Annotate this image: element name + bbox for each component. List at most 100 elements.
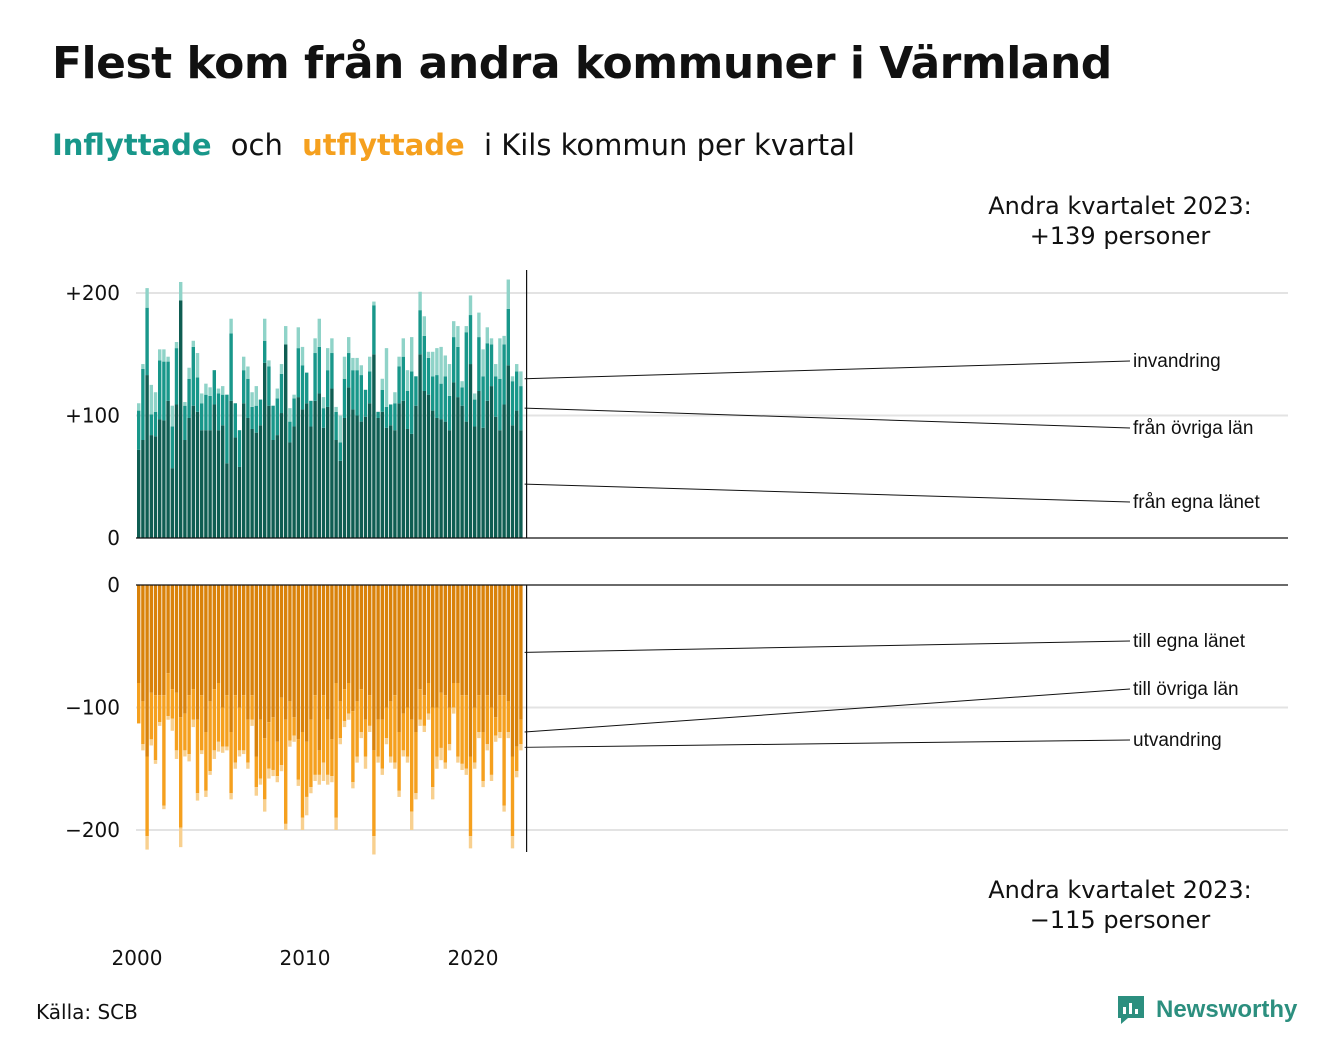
- outflow-bar-segment: [221, 585, 225, 708]
- chart-title: Flest kom från andra kommuner i Värmland: [52, 38, 1112, 89]
- outflow-bar-segment: [250, 585, 254, 696]
- inflow-bar-segment: [498, 430, 502, 538]
- outflow-bar-segment: [271, 717, 275, 770]
- outflow-bar-segment: [179, 585, 183, 718]
- outflow-bar-segment: [338, 585, 342, 702]
- inflow-bar-segment: [292, 394, 296, 399]
- inflow-bar-segment: [372, 354, 376, 538]
- inflow-bar-segment: [174, 348, 179, 405]
- outflow-bar-segment: [153, 585, 158, 696]
- outflow-bar-segment: [242, 585, 246, 696]
- top-annotation-line2: +139 personer: [1030, 222, 1211, 250]
- inflow-bar-segment: [426, 394, 431, 538]
- inflow-bar-segment: [468, 295, 473, 316]
- outflow-bar-segment: [481, 781, 485, 788]
- outflow-bar-segment: [510, 836, 515, 849]
- outflow-bar-segment: [330, 585, 334, 740]
- outflow-bar-segment: [288, 740, 292, 747]
- inflow-bar-segment: [191, 340, 195, 347]
- inflow-bar-segment: [477, 391, 481, 538]
- inflow-bar-segment: [254, 386, 258, 406]
- outflow-bar-segment: [158, 722, 162, 726]
- inflow-bar-segment: [334, 406, 338, 412]
- inflow-bar-segment: [393, 430, 397, 538]
- outflow-bar-segment: [485, 744, 489, 751]
- outflow-bar-segment: [267, 722, 271, 769]
- outflow-bar-segment: [191, 689, 195, 720]
- outflow-bar-segment: [506, 732, 510, 739]
- bottom-series-label: till egna länet: [1133, 631, 1246, 652]
- inflow-bar-segment: [334, 411, 338, 440]
- outflow-bar-segment: [279, 585, 284, 698]
- inflow-bar-segment: [330, 353, 334, 389]
- inflow-bar-segment: [200, 393, 204, 404]
- inflow-bar-segment: [380, 378, 384, 390]
- outflow-bar-segment: [242, 750, 246, 755]
- inflow-bar-segment: [439, 419, 443, 538]
- outflow-bar-segment: [271, 585, 275, 718]
- inflow-bar-segment: [216, 388, 221, 394]
- outflow-bar-segment: [153, 695, 158, 761]
- bottom-y-tick: −200: [65, 818, 120, 842]
- outflow-bar-segment: [170, 585, 174, 690]
- top-series-label: invandring: [1133, 351, 1221, 372]
- inflow-bar-segment: [250, 428, 254, 538]
- inflow-bar-segment: [179, 300, 183, 538]
- inflow-bar-segment: [405, 370, 410, 391]
- top-label-leader: [524, 360, 1131, 380]
- outflow-bar-segment: [431, 585, 435, 708]
- outflow-bar-segment: [229, 793, 233, 800]
- outflow-bar-segment: [347, 585, 351, 683]
- inflow-bar-segment: [401, 400, 405, 538]
- outflow-bar-segment: [456, 585, 460, 683]
- outflow-bar-segment: [229, 732, 233, 794]
- outflow-bar-segment: [183, 713, 187, 751]
- outflow-bar-segment: [313, 774, 317, 781]
- inflow-bar-segment: [166, 361, 170, 401]
- outflow-bar-segment: [489, 707, 494, 775]
- outflow-bar-segment: [439, 585, 443, 693]
- inflow-bar-segment: [460, 405, 464, 538]
- inflow-bar-segment: [292, 398, 296, 427]
- inflow-bar-segment: [195, 377, 200, 412]
- inflow-bar-segment: [162, 349, 166, 362]
- inflow-bar-segment: [271, 440, 275, 538]
- inflow-bar-segment: [183, 405, 187, 440]
- inflow-bar-segment: [397, 403, 401, 538]
- outflow-bar-segment: [447, 585, 452, 708]
- inflow-bar-segment: [431, 376, 435, 411]
- x-tick-label: 2020: [448, 946, 499, 970]
- inflow-bar-segment: [317, 318, 321, 347]
- inflow-bar-segment: [300, 365, 305, 410]
- inflow-bar-segment: [191, 405, 195, 538]
- outflow-bar-segment: [494, 717, 498, 736]
- bottom-annotation-line2: −115 personer: [1030, 906, 1211, 934]
- outflow-bar-segment: [145, 756, 149, 837]
- outflow-bar-segment: [380, 585, 384, 720]
- outflow-bar-segment: [368, 725, 372, 732]
- inflow-bar-segment: [376, 411, 380, 418]
- inflow-bar-segment: [481, 349, 485, 377]
- outflow-bar-segment: [149, 585, 153, 693]
- inflow-bar-segment: [204, 394, 208, 431]
- outflow-bar-segment: [288, 701, 292, 741]
- outflow-bar-segment: [510, 756, 515, 837]
- inflow-bar-segment: [334, 440, 338, 538]
- top-series-label: från övriga län: [1133, 418, 1253, 439]
- outflow-bar-segment: [447, 707, 452, 745]
- outflow-bar-segment: [460, 763, 464, 770]
- inflow-bar-segment: [498, 378, 502, 431]
- inflow-bar-segment: [384, 406, 389, 428]
- inflow-bar-segment: [321, 427, 326, 538]
- outflow-bar-segment: [477, 585, 481, 696]
- inflow-bar-segment: [431, 351, 435, 377]
- bottom-annotation-line1: Andra kvartalet 2023:: [988, 876, 1252, 904]
- inflow-bar-segment: [229, 400, 233, 538]
- inflow-bar-segment: [313, 400, 317, 538]
- top-y-tick: +100: [65, 404, 120, 428]
- inflow-bar-segment: [426, 357, 431, 395]
- inflow-bar-segment: [397, 366, 401, 404]
- outflow-bar-segment: [338, 701, 342, 739]
- outflow-bar-segment: [263, 799, 267, 812]
- outflow-bar-segment: [267, 585, 271, 723]
